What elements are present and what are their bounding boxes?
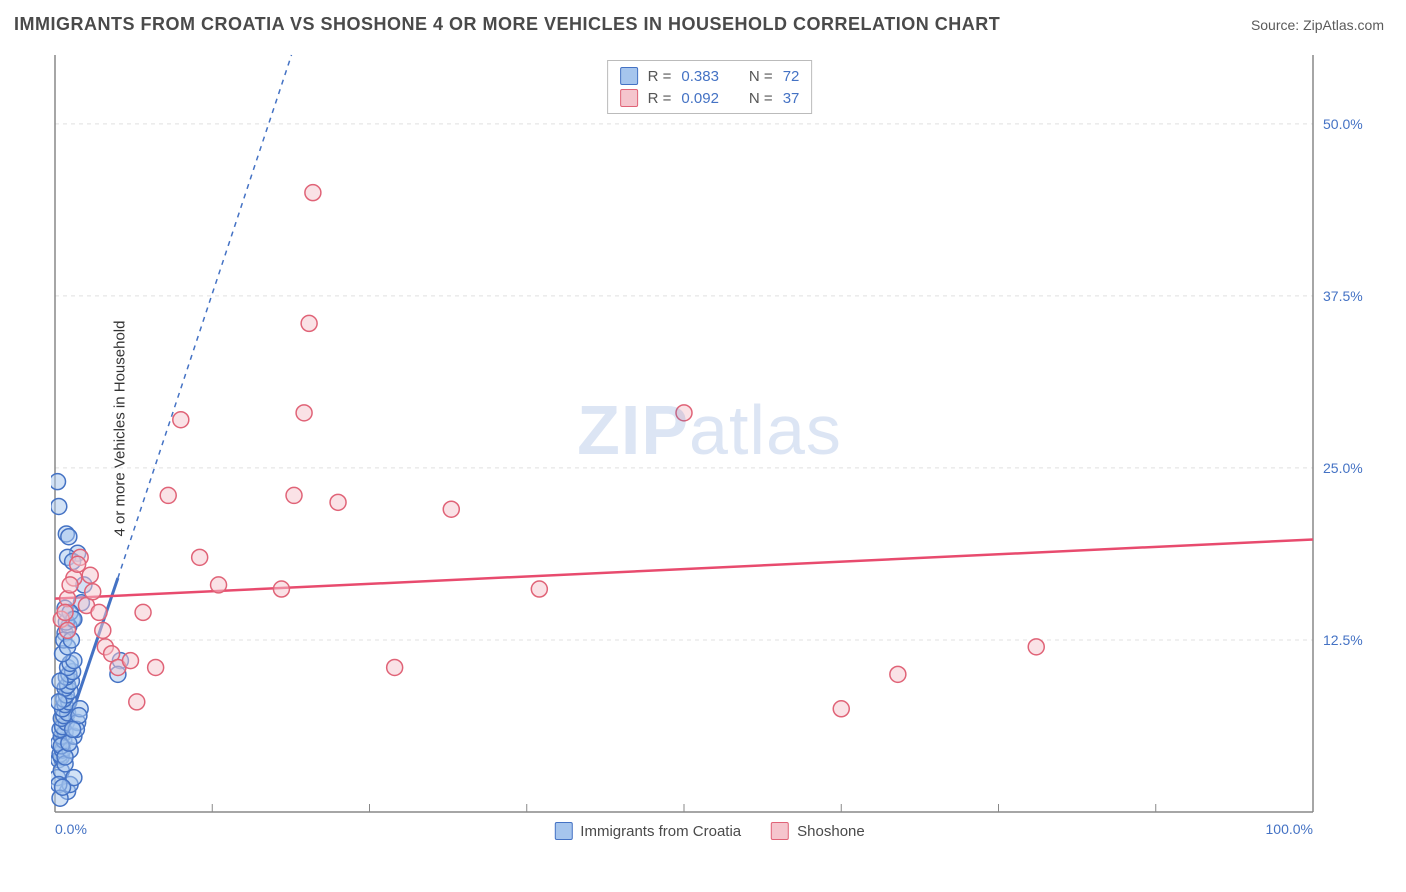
svg-text:50.0%: 50.0% xyxy=(1323,116,1363,132)
n-value-0: 72 xyxy=(783,68,800,85)
r-value-0: 0.383 xyxy=(681,68,719,85)
svg-text:25.0%: 25.0% xyxy=(1323,460,1363,476)
source-attribution: Source: ZipAtlas.com xyxy=(1251,17,1384,33)
swatch-series-0 xyxy=(554,822,572,840)
r-value-1: 0.092 xyxy=(681,90,719,107)
n-label: N = xyxy=(749,90,773,107)
series-legend: Immigrants from Croatia Shoshone xyxy=(554,822,864,840)
svg-text:12.5%: 12.5% xyxy=(1323,632,1363,648)
svg-text:37.5%: 37.5% xyxy=(1323,288,1363,304)
legend-item: Immigrants from Croatia xyxy=(554,822,741,840)
correlation-legend: R = 0.383 N = 72 R = 0.092 N = 37 xyxy=(607,60,813,114)
r-label: R = xyxy=(648,68,672,85)
legend-label-0: Immigrants from Croatia xyxy=(580,823,741,840)
chart-title: IMMIGRANTS FROM CROATIA VS SHOSHONE 4 OR… xyxy=(14,14,1000,35)
n-label: N = xyxy=(749,68,773,85)
correlation-legend-row: R = 0.092 N = 37 xyxy=(620,87,800,109)
svg-text:0.0%: 0.0% xyxy=(55,821,87,837)
r-label: R = xyxy=(648,90,672,107)
svg-text:100.0%: 100.0% xyxy=(1266,821,1313,837)
swatch-series-1 xyxy=(620,89,638,107)
chart-header: IMMIGRANTS FROM CROATIA VS SHOSHONE 4 OR… xyxy=(0,0,1406,43)
legend-label-1: Shoshone xyxy=(797,823,865,840)
swatch-series-1 xyxy=(771,822,789,840)
scatter-chart-svg: 0.0% 100.0% 12.5% 25.0% 37.5% 50.0% xyxy=(51,50,1368,842)
chart-plot-area: 0.0%100.0%12.5%25.0%37.5%50.0% ZIPatlas … xyxy=(51,50,1368,842)
swatch-series-0 xyxy=(620,67,638,85)
n-value-1: 37 xyxy=(783,90,800,107)
correlation-legend-row: R = 0.383 N = 72 xyxy=(620,65,800,87)
legend-item: Shoshone xyxy=(771,822,865,840)
